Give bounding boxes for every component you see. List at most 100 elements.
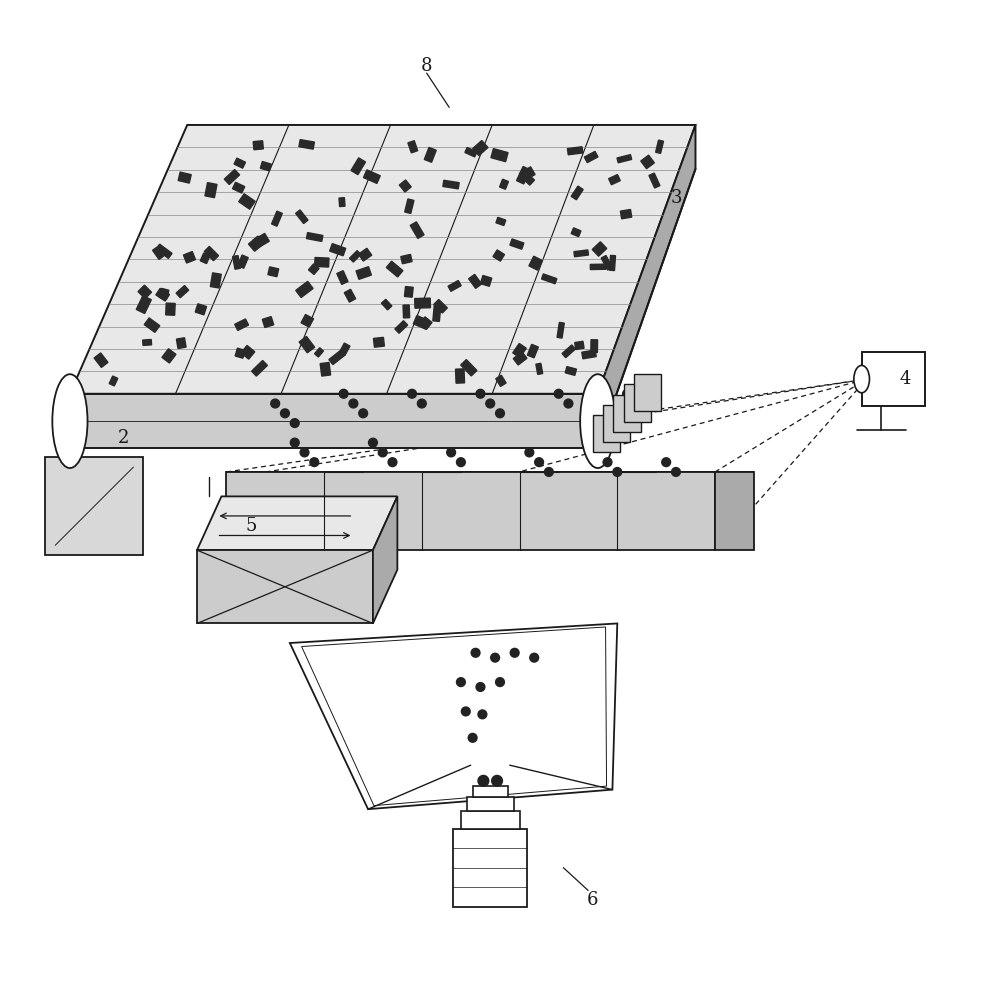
Circle shape <box>642 409 651 418</box>
Bar <box>395 320 408 333</box>
Bar <box>617 154 632 163</box>
Polygon shape <box>70 125 695 394</box>
Bar <box>410 222 424 239</box>
Circle shape <box>554 389 563 398</box>
Polygon shape <box>70 394 598 447</box>
Bar <box>330 244 346 256</box>
Bar <box>344 289 356 302</box>
Bar <box>399 180 411 192</box>
Bar <box>299 140 314 149</box>
Bar <box>465 147 477 157</box>
Circle shape <box>486 399 495 408</box>
Bar <box>401 255 412 263</box>
Bar <box>656 141 663 153</box>
Bar <box>610 256 615 270</box>
Circle shape <box>491 654 500 663</box>
Text: 5: 5 <box>245 517 256 535</box>
Bar <box>542 274 557 284</box>
Bar <box>565 367 576 376</box>
Bar <box>210 273 221 288</box>
Bar <box>609 175 620 185</box>
Bar <box>433 306 441 321</box>
Bar <box>308 263 319 274</box>
Bar <box>176 285 189 298</box>
Bar <box>329 350 345 365</box>
Bar <box>601 256 612 270</box>
Bar <box>268 266 279 276</box>
Bar <box>403 305 410 318</box>
Bar <box>574 250 588 257</box>
Bar <box>527 344 538 358</box>
Bar <box>408 141 418 153</box>
Circle shape <box>544 468 553 477</box>
Circle shape <box>535 458 543 467</box>
Polygon shape <box>598 125 695 447</box>
Bar <box>456 369 465 383</box>
Bar <box>536 364 543 375</box>
Bar <box>195 304 207 315</box>
Bar <box>491 148 508 161</box>
Bar <box>178 172 191 183</box>
Bar <box>500 179 508 190</box>
Circle shape <box>359 409 368 418</box>
Bar <box>315 258 329 267</box>
Circle shape <box>468 733 477 742</box>
Circle shape <box>525 448 534 457</box>
Bar <box>166 303 175 316</box>
Bar <box>419 317 432 329</box>
Polygon shape <box>453 829 527 907</box>
Bar <box>386 261 403 277</box>
Polygon shape <box>461 811 520 829</box>
Circle shape <box>478 710 487 719</box>
Bar <box>443 180 459 189</box>
Circle shape <box>408 389 416 398</box>
Bar <box>496 217 506 225</box>
Bar <box>239 194 255 209</box>
Bar <box>156 288 169 301</box>
Bar <box>253 233 269 249</box>
Bar <box>575 341 584 350</box>
Circle shape <box>478 776 489 786</box>
Circle shape <box>492 776 502 786</box>
Bar <box>176 338 186 349</box>
Circle shape <box>510 649 519 658</box>
Circle shape <box>471 649 480 658</box>
Bar <box>571 186 583 200</box>
Bar <box>567 146 583 154</box>
Bar <box>620 209 632 219</box>
Bar <box>424 147 436 162</box>
Polygon shape <box>467 797 514 811</box>
Polygon shape <box>197 496 397 550</box>
Ellipse shape <box>580 375 615 468</box>
Bar <box>248 236 264 252</box>
Text: 6: 6 <box>587 891 599 909</box>
Bar <box>136 296 151 314</box>
Bar <box>524 175 534 185</box>
Circle shape <box>564 399 573 408</box>
Bar <box>296 210 308 223</box>
Circle shape <box>300 448 309 457</box>
Bar <box>234 158 246 168</box>
Text: 4: 4 <box>900 370 911 388</box>
Bar <box>404 286 413 297</box>
Bar <box>591 340 598 353</box>
Polygon shape <box>715 472 754 550</box>
Bar <box>480 275 492 286</box>
Circle shape <box>461 707 470 716</box>
Polygon shape <box>603 405 630 442</box>
Bar <box>571 228 581 237</box>
Polygon shape <box>226 472 715 550</box>
Bar <box>204 247 219 260</box>
Bar <box>159 288 169 299</box>
Bar <box>153 247 164 260</box>
Bar <box>381 299 392 310</box>
Bar <box>260 161 271 171</box>
Circle shape <box>496 677 504 686</box>
Circle shape <box>632 399 641 408</box>
Bar <box>109 376 118 386</box>
Circle shape <box>457 458 465 467</box>
Polygon shape <box>634 375 661 411</box>
Bar <box>513 352 527 365</box>
Bar <box>351 158 366 175</box>
Circle shape <box>662 458 671 467</box>
